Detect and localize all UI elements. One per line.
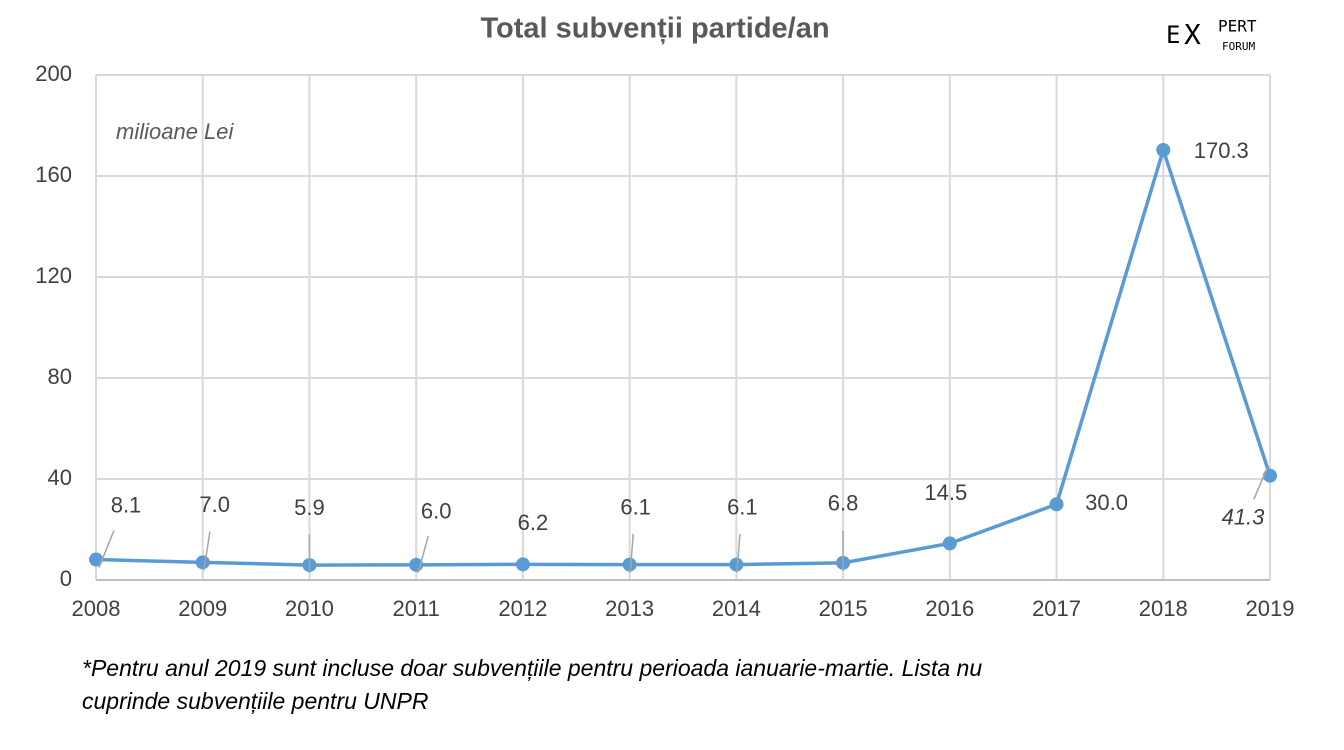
logo: E X PERT FORUM (1166, 17, 1257, 54)
x-tick-label: 2018 (1139, 596, 1188, 621)
logo-letter: X (1184, 18, 1201, 51)
x-tick-label: 2016 (925, 596, 974, 621)
x-tick-label: 2013 (605, 596, 654, 621)
y-tick-label: 160 (35, 162, 72, 187)
footnote: cuprinde subvențiile pentru UNPR (82, 688, 428, 714)
data-label: 41.3 (1222, 505, 1266, 530)
leader-line (629, 533, 634, 573)
data-label: 6.1 (620, 494, 651, 519)
data-label: 6.0 (421, 499, 452, 524)
data-point (942, 536, 957, 551)
leader-line (417, 536, 429, 574)
x-tick-label: 2010 (285, 596, 334, 621)
y-tick-label: 40 (48, 465, 72, 490)
data-label: 30.0 (1085, 490, 1128, 515)
x-tick-label: 2011 (393, 596, 440, 621)
data-point (1263, 468, 1277, 483)
data-label: 8.1 (111, 492, 142, 517)
data-point (195, 555, 210, 570)
y-tick-label: 200 (35, 61, 72, 86)
data-label: 7.0 (199, 492, 230, 517)
leader-line (98, 530, 115, 568)
data-line (95, 144, 1272, 567)
x-tick-label: 2008 (72, 596, 121, 621)
x-tick-label: 2012 (498, 596, 547, 621)
y-tick-label: 80 (48, 364, 72, 389)
leader-line (1253, 467, 1268, 500)
data-point (515, 557, 530, 572)
leader-line (203, 531, 211, 571)
data-point (1156, 142, 1171, 157)
data-point (622, 557, 637, 572)
x-tick-label: 2019 (1246, 596, 1295, 621)
data-label: 170.3 (1194, 138, 1249, 163)
data-point (89, 552, 103, 567)
data-label: 14.5 (924, 480, 967, 505)
chart-title: Total subvenții partide/an (480, 13, 829, 45)
data-label: 6.8 (828, 491, 859, 516)
x-tick-label: 2014 (712, 596, 761, 621)
y-tick-label: 0 (60, 566, 72, 591)
x-tick-label: 2017 (1032, 596, 1081, 621)
x-tick-label: 2009 (178, 596, 227, 621)
data-label: 6.1 (727, 494, 758, 519)
y-tick-label: 120 (35, 263, 72, 288)
logo-word: FORUM (1222, 40, 1255, 53)
logo-word: PERT (1218, 17, 1257, 36)
unit-label: milioane Lei (116, 119, 235, 144)
data-point (729, 557, 744, 572)
footnote: *Pentru anul 2019 sunt incluse doar subv… (82, 655, 982, 681)
data-label: 6.2 (518, 510, 549, 535)
x-tick-label: 2015 (819, 596, 868, 621)
logo-letter: E (1166, 21, 1180, 49)
data-label: 5.9 (294, 495, 325, 520)
leader-line (736, 533, 741, 573)
data-point (1049, 497, 1064, 512)
